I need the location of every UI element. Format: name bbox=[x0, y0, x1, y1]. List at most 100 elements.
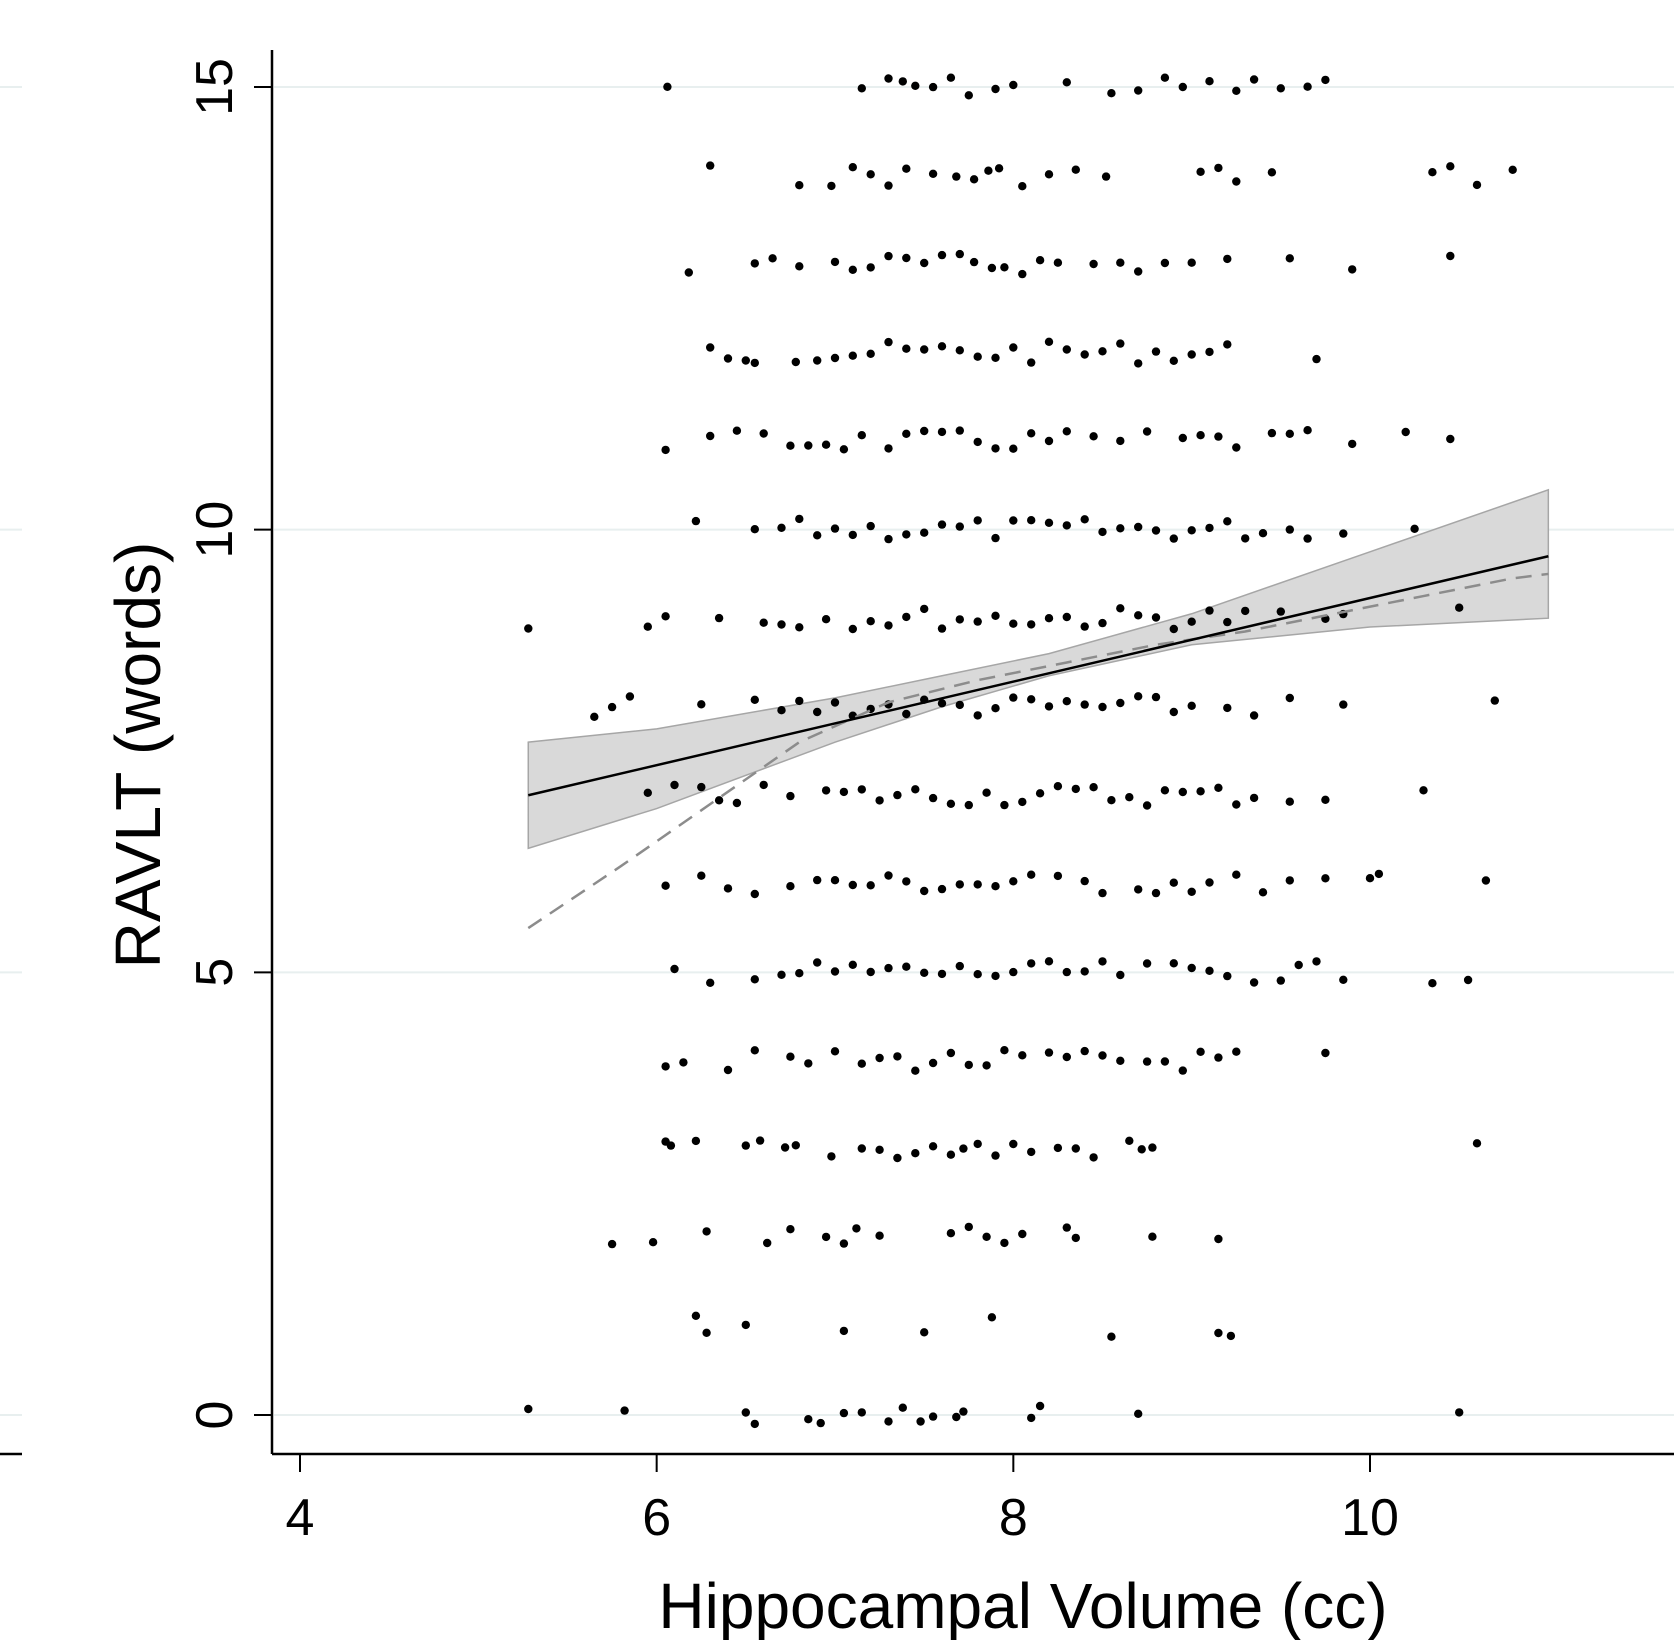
data-point bbox=[1187, 526, 1196, 535]
data-point bbox=[1303, 534, 1312, 543]
data-point bbox=[848, 530, 857, 540]
data-point bbox=[1107, 796, 1116, 805]
data-point bbox=[1223, 517, 1232, 526]
data-point bbox=[1187, 963, 1196, 973]
data-point bbox=[804, 441, 813, 450]
data-point bbox=[911, 1149, 920, 1158]
data-point bbox=[875, 796, 884, 805]
data-point bbox=[866, 967, 875, 977]
data-point bbox=[857, 84, 866, 93]
data-point bbox=[848, 265, 857, 274]
data-point bbox=[1285, 429, 1295, 438]
data-point bbox=[1214, 163, 1223, 173]
data-point bbox=[1098, 1051, 1107, 1060]
data-point bbox=[973, 516, 982, 525]
data-point bbox=[697, 871, 706, 880]
data-point bbox=[973, 970, 982, 979]
data-point bbox=[952, 172, 961, 181]
data-point bbox=[1134, 611, 1143, 620]
data-point bbox=[732, 426, 742, 435]
data-point bbox=[697, 782, 706, 792]
data-point bbox=[795, 696, 804, 706]
data-point bbox=[884, 621, 893, 630]
data-point bbox=[1455, 1408, 1464, 1417]
data-point bbox=[1035, 789, 1045, 798]
data-point bbox=[839, 1408, 849, 1418]
data-point bbox=[1000, 1046, 1009, 1055]
data-point bbox=[706, 431, 715, 441]
data-point bbox=[1044, 702, 1054, 711]
data-point bbox=[1116, 970, 1125, 980]
data-point bbox=[1134, 359, 1143, 368]
data-point bbox=[920, 258, 929, 268]
data-point bbox=[1107, 89, 1116, 98]
data-point bbox=[763, 1238, 772, 1248]
data-point bbox=[1062, 1052, 1072, 1062]
data-point bbox=[1080, 1046, 1089, 1056]
data-point bbox=[893, 1052, 902, 1061]
data-point bbox=[1044, 337, 1054, 346]
data-point bbox=[1116, 1056, 1125, 1066]
data-point bbox=[946, 73, 956, 82]
data-point bbox=[955, 615, 964, 624]
data-point bbox=[973, 352, 982, 361]
data-point bbox=[1214, 1234, 1223, 1244]
data-point bbox=[1187, 617, 1196, 626]
x-tick-label: 10 bbox=[1341, 1489, 1399, 1547]
data-point bbox=[969, 175, 979, 184]
data-point bbox=[1053, 258, 1063, 267]
data-point bbox=[1009, 80, 1018, 90]
data-point bbox=[969, 257, 979, 267]
data-point bbox=[661, 612, 670, 621]
data-point bbox=[804, 1415, 813, 1424]
data-point bbox=[1226, 1331, 1236, 1341]
data-point bbox=[1232, 177, 1241, 186]
data-point bbox=[1472, 1139, 1482, 1148]
fit-lines-layer bbox=[527, 555, 1549, 930]
data-point bbox=[1009, 967, 1018, 977]
data-point bbox=[821, 615, 831, 624]
tick-marks: 4 6 8 10 0 5 10 15 bbox=[186, 58, 1399, 1547]
data-point bbox=[1169, 959, 1179, 968]
data-point bbox=[920, 345, 929, 354]
data-point bbox=[884, 181, 893, 190]
data-point bbox=[1053, 871, 1063, 881]
data-point bbox=[1009, 619, 1018, 628]
data-point bbox=[1125, 1136, 1134, 1146]
data-point bbox=[1285, 254, 1295, 263]
data-point bbox=[1044, 957, 1054, 966]
data-point bbox=[741, 356, 750, 365]
data-point bbox=[791, 1141, 800, 1150]
data-point bbox=[1027, 429, 1036, 438]
data-point bbox=[1134, 522, 1143, 532]
data-point bbox=[1098, 888, 1107, 898]
data-point bbox=[1151, 347, 1161, 356]
data-point bbox=[1321, 1048, 1330, 1058]
data-point bbox=[848, 960, 857, 969]
data-point bbox=[884, 337, 893, 347]
data-point bbox=[1223, 254, 1232, 264]
data-point bbox=[1098, 957, 1107, 966]
data-point bbox=[839, 1326, 849, 1336]
data-point bbox=[1339, 700, 1348, 709]
data-point bbox=[607, 702, 617, 712]
data-point bbox=[607, 1239, 617, 1249]
data-point bbox=[1018, 182, 1027, 191]
data-point bbox=[928, 169, 938, 178]
data-point bbox=[702, 1227, 711, 1236]
data-point bbox=[964, 800, 973, 810]
data-point bbox=[1249, 711, 1259, 720]
data-point bbox=[691, 1136, 701, 1146]
data-point bbox=[1027, 1147, 1036, 1157]
data-point bbox=[741, 1320, 750, 1330]
data-point bbox=[946, 1150, 956, 1159]
data-point bbox=[1151, 692, 1161, 702]
data-point bbox=[813, 958, 822, 967]
data-point bbox=[955, 880, 964, 889]
data-point bbox=[984, 166, 993, 175]
data-point bbox=[848, 624, 857, 634]
data-point bbox=[830, 353, 840, 363]
data-point bbox=[920, 426, 929, 436]
data-point bbox=[821, 1232, 831, 1242]
